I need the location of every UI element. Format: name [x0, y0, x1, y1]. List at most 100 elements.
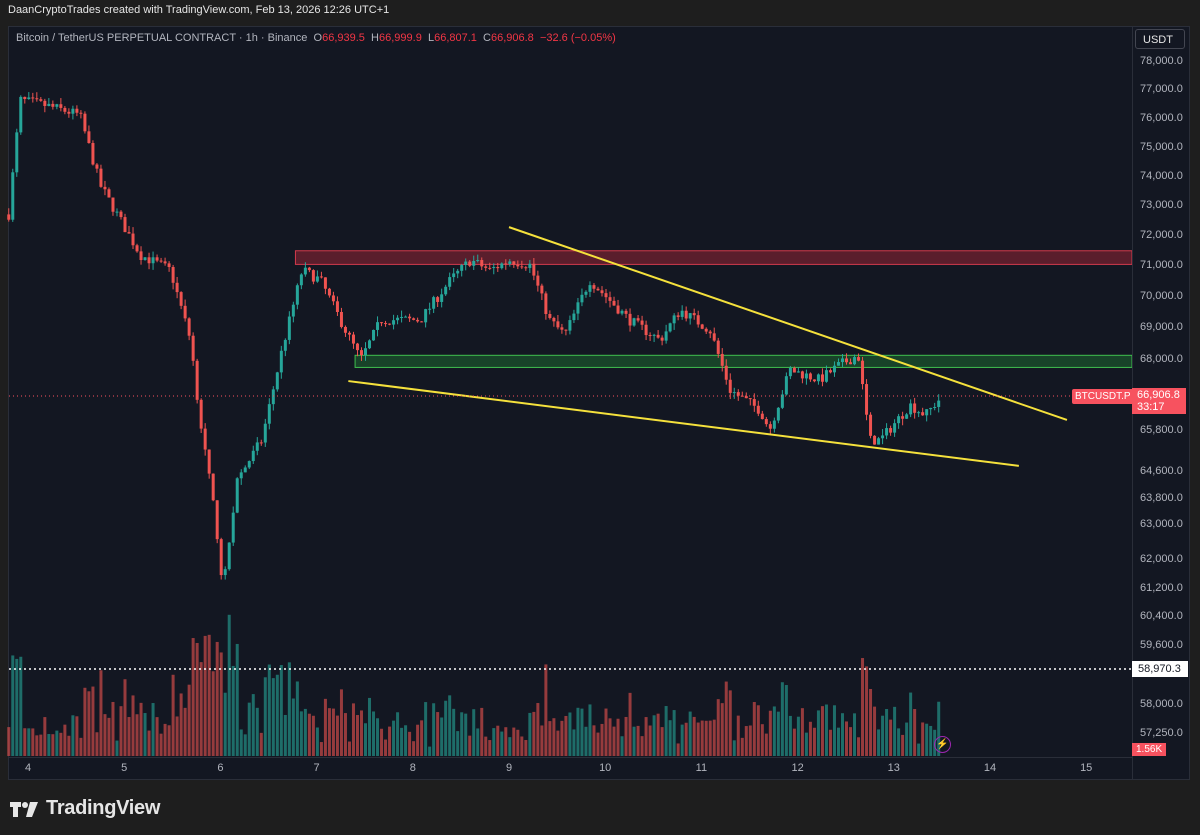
candle-body: [728, 379, 732, 393]
volume-bar: [151, 703, 155, 756]
volume-bar: [620, 736, 624, 756]
candle-body: [572, 313, 576, 321]
volume-bar: [877, 729, 881, 756]
candle-body: [508, 261, 512, 264]
candle-body: [91, 143, 95, 165]
candle-body: [576, 302, 580, 314]
candle-body: [668, 323, 672, 332]
candle-body: [937, 400, 941, 407]
candle-body: [131, 233, 135, 246]
candle-body: [143, 257, 147, 260]
volume-bar: [744, 726, 748, 756]
candle-body: [704, 328, 708, 332]
candle-body: [857, 357, 861, 361]
volume-bar: [167, 725, 171, 756]
volume-bar: [760, 724, 764, 756]
volume-bar: [893, 706, 897, 756]
candle-body: [780, 394, 784, 408]
volume-bar: [832, 705, 836, 756]
volume-bar: [444, 700, 448, 756]
candle-body: [448, 277, 452, 287]
symbol-description[interactable]: Bitcoin / TetherUS PERPETUAL CONTRACT · …: [16, 32, 308, 44]
candle-body: [560, 327, 564, 330]
lightning-icon[interactable]: ⚡: [934, 736, 951, 753]
volume-tag: 1.56K: [1132, 743, 1167, 756]
price-tick-label: 68,000.0: [1140, 353, 1183, 365]
volume-bar: [43, 717, 47, 756]
volume-bar: [552, 718, 556, 756]
candle-body: [259, 442, 263, 444]
bar-countdown: 33:17: [1137, 401, 1165, 413]
volume-bar: [259, 732, 263, 756]
candle-body: [440, 294, 444, 302]
last-price: 66,906.8: [1137, 389, 1180, 401]
volume-bar: [215, 641, 219, 756]
volume-bar: [929, 725, 933, 756]
volume-bar: [364, 723, 368, 756]
candle-body: [303, 267, 307, 275]
candle-body: [672, 315, 676, 324]
candle-body: [396, 317, 400, 321]
volume-bar: [536, 703, 540, 756]
volume-bar: [436, 712, 440, 756]
candle-body: [239, 472, 243, 479]
volume-bar: [776, 711, 780, 756]
candle-body: [191, 335, 195, 361]
volume-bar: [532, 711, 536, 756]
volume-bar: [608, 718, 612, 756]
chart-credit: DaanCryptoTrades created with TradingVie…: [8, 4, 390, 16]
volume-bar: [540, 725, 544, 756]
candle-body: [744, 396, 748, 399]
candle-body: [720, 353, 724, 366]
currency-button[interactable]: USDT: [1135, 29, 1185, 49]
time-tick-label: 5: [121, 762, 128, 774]
candle-body: [404, 316, 408, 318]
candle-body: [347, 332, 351, 335]
candle-body: [736, 392, 740, 396]
volume-bar: [287, 662, 291, 756]
candle-body: [43, 100, 47, 106]
volume-bar: [853, 713, 857, 756]
candle-body: [632, 318, 636, 326]
volume-bar: [87, 691, 91, 756]
volume-bar: [464, 713, 468, 756]
volume-bar: [67, 735, 71, 756]
candle-body: [680, 310, 684, 317]
time-tick-label: 13: [887, 762, 900, 774]
candle-body: [163, 261, 167, 264]
volume-bar: [448, 695, 452, 756]
candle-body: [15, 132, 19, 173]
volume-bar: [400, 727, 404, 756]
candle-body: [243, 467, 247, 473]
volume-bar: [111, 701, 115, 756]
candle-body: [372, 329, 376, 341]
candle-body: [319, 276, 323, 278]
volume-bar: [420, 720, 424, 756]
volume-bar: [243, 734, 247, 756]
ohlc-legend: Bitcoin / TetherUS PERPETUAL CONTRACT · …: [16, 32, 616, 44]
volume-bar: [147, 730, 151, 756]
candle-body: [901, 416, 905, 419]
volume-bar: [388, 726, 392, 756]
volume-bar: [640, 736, 644, 756]
volume-bar: [556, 730, 560, 756]
candle-body: [592, 285, 596, 289]
candle-body: [636, 318, 640, 321]
volume-bar: [692, 716, 696, 756]
volume-bar: [207, 634, 211, 756]
candle-body: [869, 414, 873, 436]
candle-body: [484, 266, 488, 268]
candle-body: [359, 350, 363, 356]
candle-body: [893, 423, 897, 433]
volume-bar: [131, 695, 135, 756]
candle-body: [7, 214, 11, 220]
candle-body: [175, 282, 179, 293]
volume-bar: [716, 699, 720, 756]
volume-bar: [849, 727, 853, 756]
volume-bar: [648, 725, 652, 756]
volume-bar: [901, 734, 905, 756]
volume-bar: [211, 671, 215, 756]
volume-bar: [468, 735, 472, 756]
volume-bar: [512, 727, 516, 756]
